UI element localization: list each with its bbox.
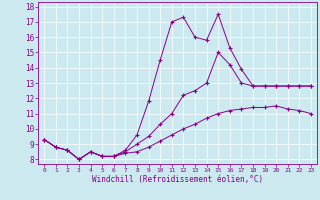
X-axis label: Windchill (Refroidissement éolien,°C): Windchill (Refroidissement éolien,°C) <box>92 175 263 184</box>
